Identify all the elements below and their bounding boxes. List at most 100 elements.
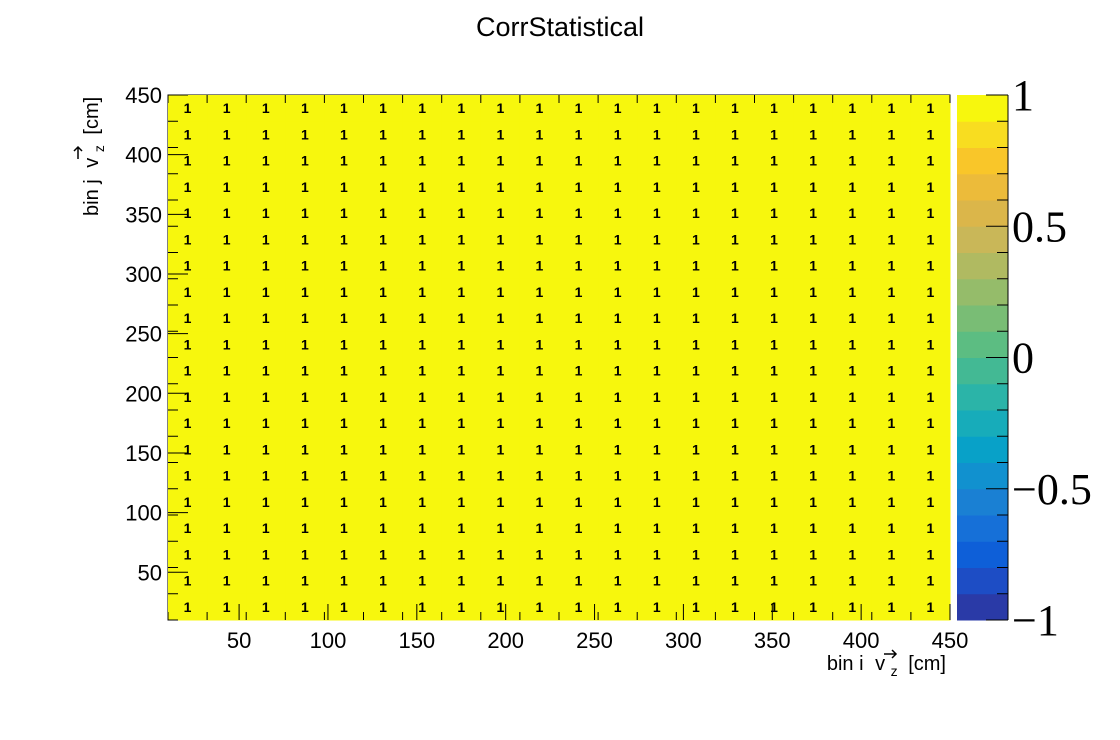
heatmap-cell — [637, 305, 677, 332]
cell-label: 1 — [379, 231, 387, 247]
cell-label: 1 — [301, 205, 309, 221]
cell-label: 1 — [614, 546, 622, 562]
heatmap-cell — [246, 147, 286, 175]
heatmap-cell — [363, 173, 404, 201]
heatmap-cell — [246, 252, 286, 280]
cell-label: 1 — [496, 599, 504, 615]
cell-label: 1 — [184, 363, 192, 379]
heatmap-cell — [207, 357, 247, 385]
heatmap-cell — [754, 252, 795, 280]
cell-label: 1 — [614, 494, 622, 510]
heatmap-cell — [519, 147, 560, 175]
cell-label: 1 — [496, 415, 504, 431]
cell-label: 1 — [536, 494, 544, 510]
heatmap-cell — [676, 147, 716, 175]
color-scale-segment — [957, 515, 1008, 542]
cell-label: 1 — [692, 363, 700, 379]
heatmap-cell — [363, 410, 404, 437]
heatmap-cell — [402, 200, 443, 227]
cell-label: 1 — [575, 310, 583, 326]
cell-label: 1 — [262, 258, 270, 274]
cell-label: 1 — [418, 231, 426, 247]
heatmap-cell — [168, 462, 208, 490]
heatmap-cell — [559, 593, 599, 621]
cell-label: 1 — [379, 599, 387, 615]
cell-label: 1 — [575, 336, 583, 352]
heatmap-cell — [402, 383, 443, 411]
cell-label: 1 — [418, 363, 426, 379]
heatmap-cells — [168, 95, 951, 621]
heatmap-cell — [441, 410, 482, 437]
heatmap-cell — [480, 305, 521, 332]
cell-label: 1 — [379, 153, 387, 169]
heatmap-cell — [559, 305, 599, 332]
heatmap-cell — [168, 95, 208, 122]
cell-label: 1 — [536, 205, 544, 221]
cell-label: 1 — [848, 389, 856, 405]
heatmap-cell — [285, 436, 325, 463]
cell-label: 1 — [457, 284, 465, 300]
cell-label: 1 — [496, 100, 504, 116]
heatmap-cell — [207, 541, 247, 568]
cell-labels: 1 1 1 1 1 1 1 1 1 1 1 1 1 1 1 1 1 1 1 1 1 1 1 1 1 1 1 1 1 1 1 1 1 1 1 1 1 1 1 1… — [184, 100, 935, 615]
cell-label: 1 — [770, 205, 778, 221]
heatmap-cell — [715, 121, 755, 148]
cell-label: 1 — [340, 231, 348, 247]
heatmap-cell — [871, 305, 912, 332]
heatmap-cell — [676, 515, 716, 542]
heatmap-cell — [207, 173, 247, 201]
heatmap-cell — [871, 331, 912, 358]
cell-label: 1 — [614, 363, 622, 379]
heatmap-cell — [715, 226, 755, 253]
heatmap-cell — [715, 462, 755, 490]
heatmap-cell — [871, 488, 912, 516]
heatmap-cell — [637, 462, 677, 490]
cell-label: 1 — [184, 546, 192, 562]
cell-label: 1 — [927, 231, 935, 247]
heatmap-cell — [246, 200, 286, 227]
heatmap-cell — [598, 121, 638, 148]
heatmap-cell — [519, 436, 560, 463]
cell-label: 1 — [692, 441, 700, 457]
heatmap-cell — [324, 305, 364, 332]
heatmap-cell — [168, 173, 208, 201]
heatmap-cell — [832, 305, 873, 332]
cell-label: 1 — [575, 363, 583, 379]
heatmap-cell — [637, 200, 677, 227]
cell-label: 1 — [457, 494, 465, 510]
cell-label: 1 — [731, 100, 739, 116]
cell-label: 1 — [614, 599, 622, 615]
color-scale-segment — [957, 357, 1008, 385]
cell-label: 1 — [340, 310, 348, 326]
heatmap-cell — [324, 541, 364, 568]
heatmap-cell — [910, 95, 951, 122]
heatmap-cell — [754, 305, 795, 332]
cell-label: 1 — [887, 310, 895, 326]
cell-label: 1 — [301, 284, 309, 300]
cell-label: 1 — [457, 179, 465, 195]
heatmap-cell — [285, 200, 325, 227]
heatmap-cell — [402, 567, 443, 595]
heatmap-cell — [793, 383, 834, 411]
heatmap-cell — [324, 410, 364, 437]
cell-label: 1 — [887, 389, 895, 405]
heatmap-cell — [402, 410, 443, 437]
x-tick-label: 150 — [398, 628, 435, 653]
color-scale-segment — [957, 436, 1008, 463]
cell-label: 1 — [340, 363, 348, 379]
cell-label: 1 — [184, 494, 192, 510]
heatmap-cell — [441, 515, 482, 542]
heatmap-cell — [207, 488, 247, 516]
x-tick-label: 50 — [227, 628, 251, 653]
heatmap-cell — [559, 226, 599, 253]
cell-label: 1 — [457, 336, 465, 352]
cell-label: 1 — [262, 336, 270, 352]
cell-label: 1 — [379, 100, 387, 116]
heatmap-cell — [363, 278, 404, 306]
cell-label: 1 — [692, 153, 700, 169]
cell-label: 1 — [223, 336, 231, 352]
cell-label: 1 — [692, 126, 700, 142]
heatmap-cell — [285, 147, 325, 175]
cell-label: 1 — [418, 126, 426, 142]
cell-label: 1 — [379, 546, 387, 562]
